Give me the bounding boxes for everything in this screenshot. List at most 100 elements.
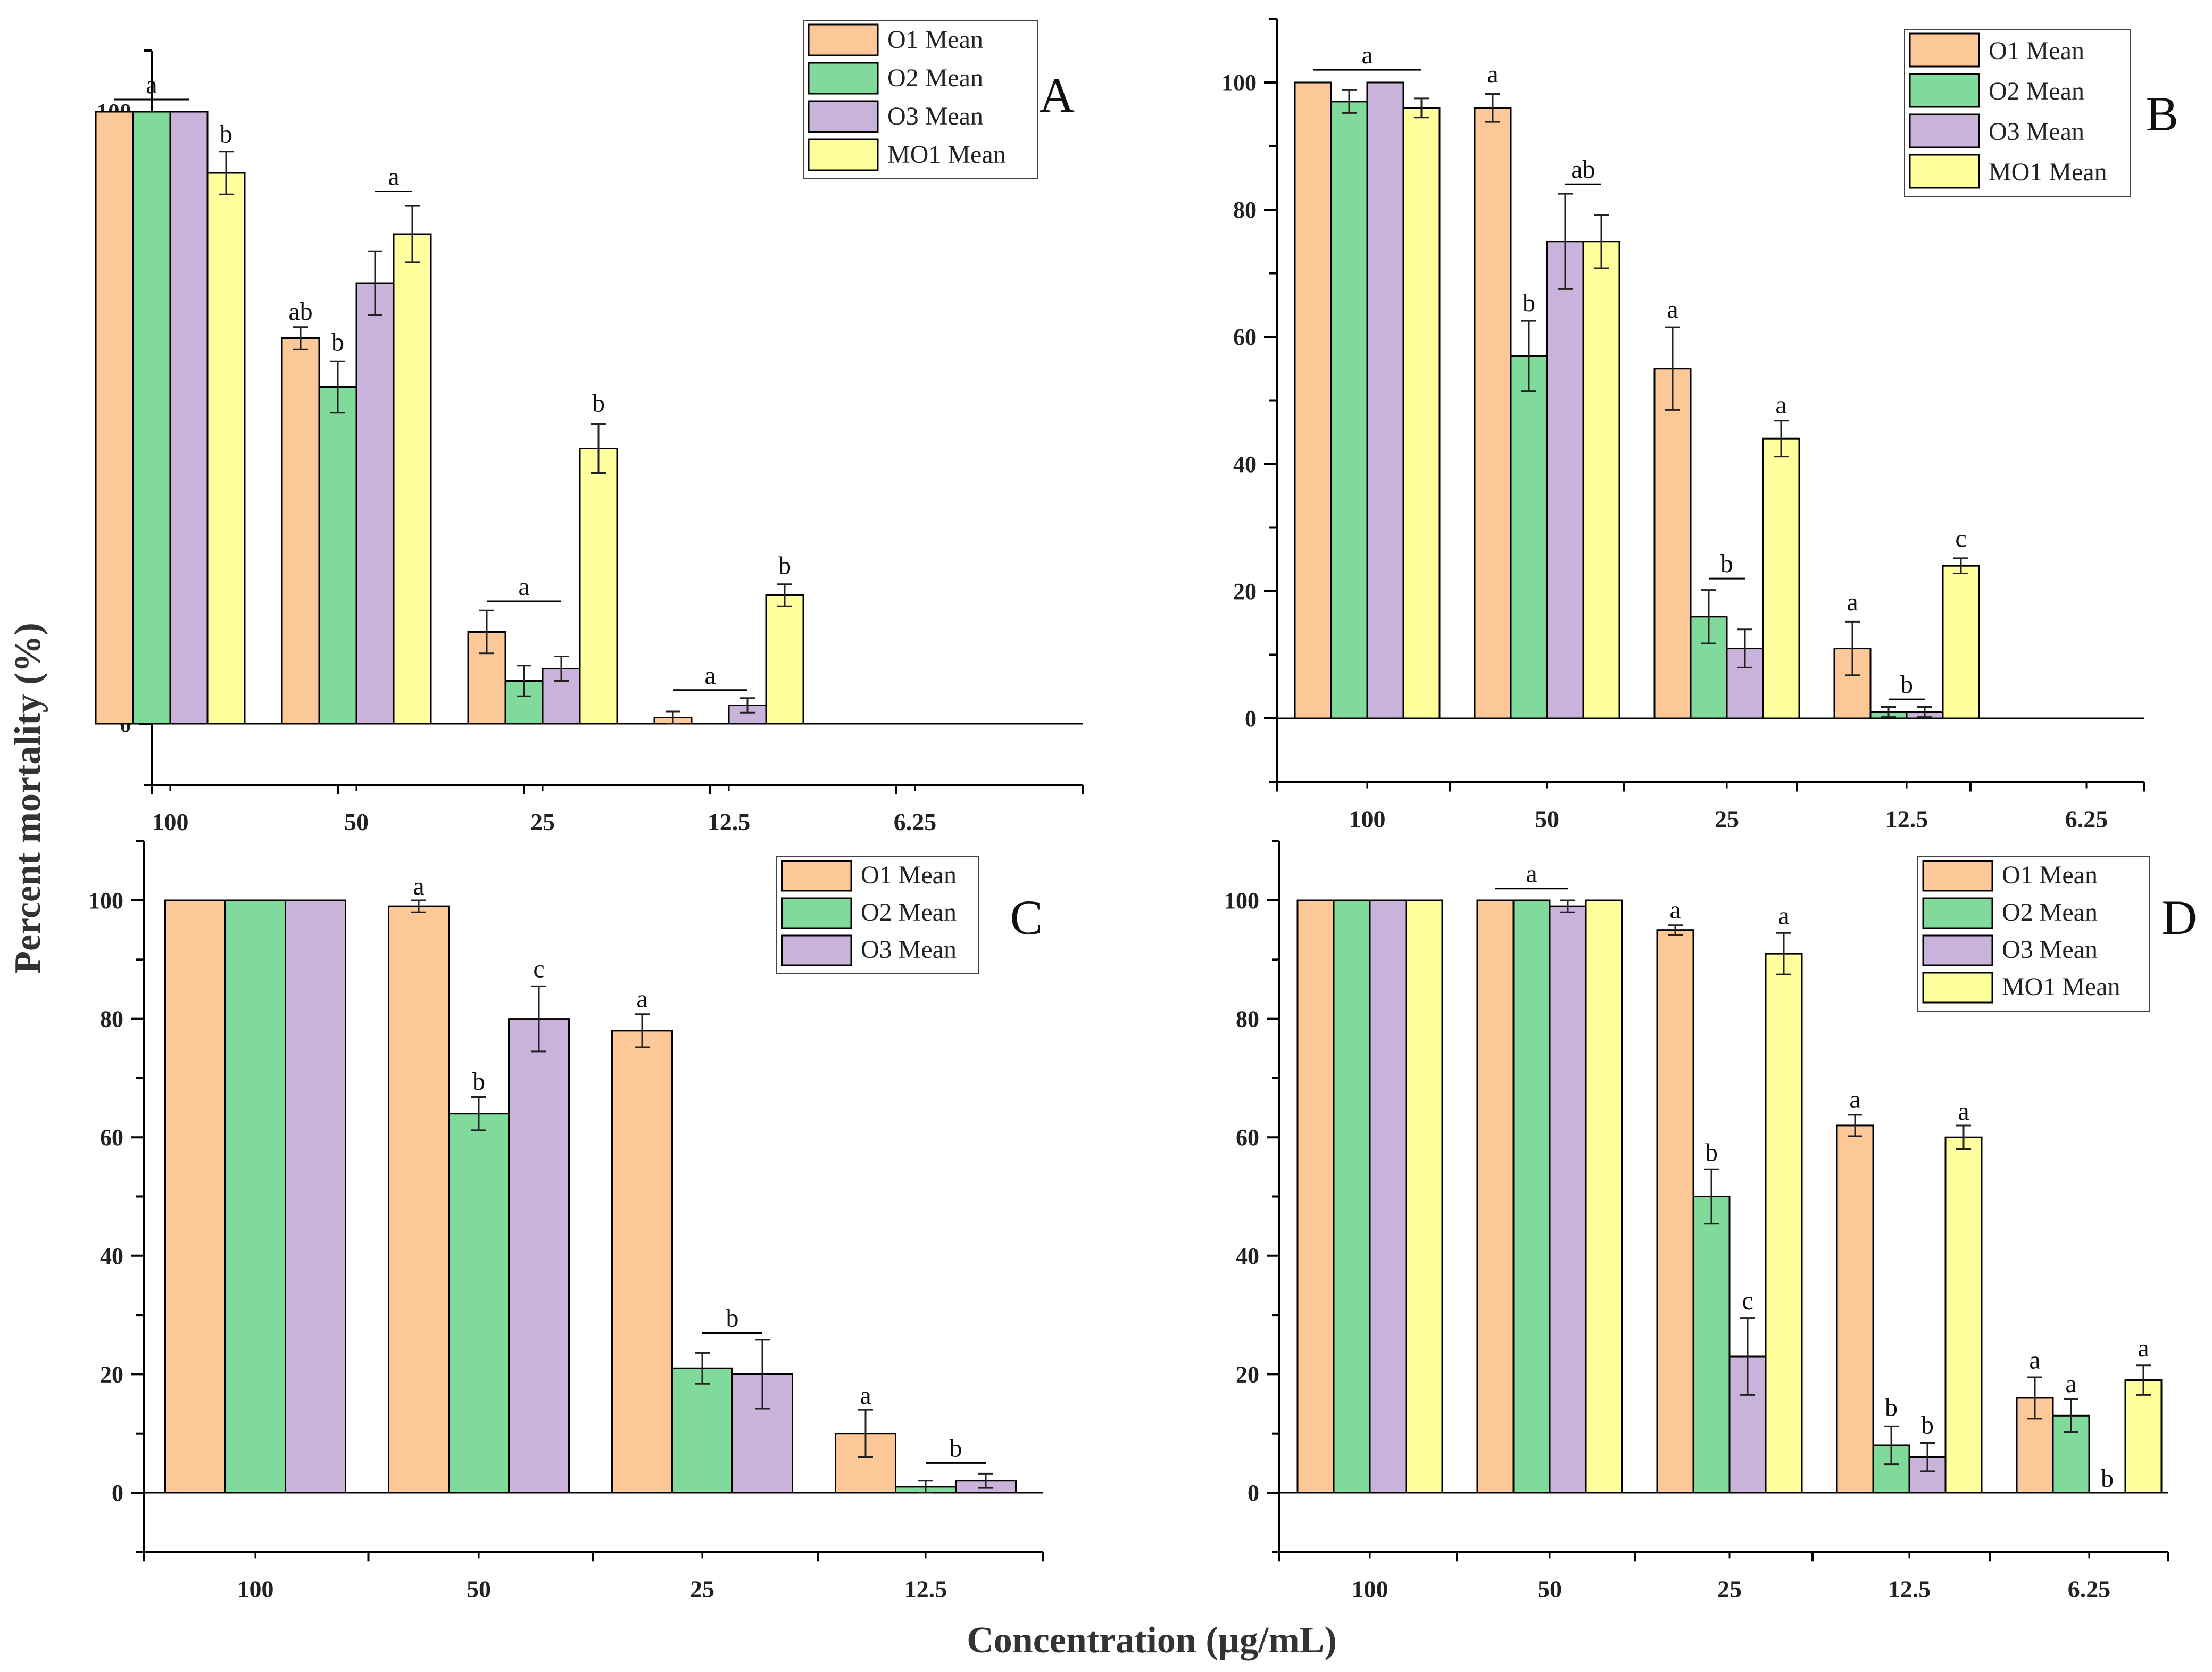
y-tick-label: 80: [1236, 1006, 1259, 1032]
bar-D-o1-mean-50: [1476, 899, 1515, 1494]
bar-C-o1-mean-12.5: [835, 1433, 896, 1494]
legend-A: O1 Mean O2 Mean O3 Mean MO1 Mean: [803, 20, 1038, 179]
significance-letter: ab: [1571, 155, 1595, 184]
y-tick-label: 40: [1236, 1243, 1259, 1269]
bar-B-o2-mean-50: [1510, 355, 1548, 719]
bar-A-mo1-mean-100: [206, 172, 246, 725]
y-tick-label: 100: [1224, 888, 1259, 914]
y-tick-label: 100: [88, 888, 123, 914]
bar-D-o3-mean-12.5: [1908, 1456, 1947, 1494]
significance-letter: c: [1955, 524, 1966, 552]
legend-label: O2 Mean: [861, 898, 957, 926]
significance-letter: a: [1669, 896, 1681, 924]
bar-A-o3-mean-50: [355, 282, 395, 725]
significance-letter: a: [1847, 588, 1858, 616]
bar-A-mo1-mean-12.5: [765, 594, 804, 725]
bar-B-o1-mean-50: [1474, 107, 1512, 719]
y-tick-label: 0: [1245, 706, 1257, 732]
panel-label-B: B: [2146, 87, 2178, 141]
legend-C: O1 Mean O2 Mean O3 Mean: [776, 856, 979, 974]
bar-B-mo1-mean-50: [1582, 241, 1620, 719]
legend-label: MO1 Mean: [887, 140, 1006, 169]
bar-C-o1-mean-25: [611, 1030, 673, 1494]
bar-A-o2-mean-100: [132, 111, 171, 725]
legend-swatch: [808, 62, 879, 95]
legend-label: O3 Mean: [887, 102, 983, 130]
significance-letter: b: [220, 120, 232, 148]
x-tick-label: 25: [1715, 806, 1739, 833]
x-tick-label: 12.5: [1888, 1575, 1931, 1602]
legend-swatch: [1922, 972, 1993, 1004]
legend-swatch: [808, 138, 879, 171]
significance-letter: a: [1958, 1097, 1969, 1125]
y-tick-label: 20: [100, 1361, 123, 1387]
significance-letter: a: [1487, 60, 1498, 88]
legend-label: O1 Mean: [861, 861, 957, 889]
panel-label-A: A: [1040, 68, 1075, 122]
bar-B-o3-mean-100: [1366, 81, 1404, 719]
legend-D: O1 Mean O2 Mean O3 Mean MO1 Mean: [1917, 856, 2150, 1012]
legend-label: O1 Mean: [1989, 37, 2084, 65]
bar-D-o3-mean-50: [1549, 905, 1587, 1494]
bar-D-mo1-mean-6.25: [2124, 1379, 2163, 1494]
y-tick-label: 0: [1248, 1480, 1259, 1506]
x-tick-label: 50: [1535, 806, 1559, 833]
legend-swatch: [1922, 860, 1993, 892]
legend-swatch: [781, 860, 852, 892]
legend-B: O1 Mean O2 Mean O3 Mean MO1 Mean: [1904, 29, 2131, 197]
significance-letter: b: [472, 1067, 485, 1096]
panel-A: 020406080100100502512.56.25ababbaababO1 …: [95, 20, 1084, 835]
bar-A-o2-mean-50: [318, 386, 357, 725]
x-tick-label: 12.5: [904, 1575, 947, 1602]
bar-A-o3-mean-100: [169, 111, 209, 725]
legend-swatch: [1922, 897, 1993, 929]
panel-label-C: C: [1010, 890, 1043, 945]
bar-D-o3-mean-100: [1369, 899, 1407, 1494]
y-tick-label: 60: [1233, 324, 1257, 350]
legend-swatch: [1909, 113, 1980, 148]
legend-swatch: [1922, 934, 1993, 966]
legend-label: O3 Mean: [861, 936, 957, 964]
legend-label: MO1 Mean: [1989, 158, 2107, 186]
bar-B-o3-mean-50: [1546, 241, 1584, 719]
bar-A-o1-mean-100: [95, 111, 134, 725]
significance-letter: a: [704, 661, 716, 690]
significance-letter: a: [1849, 1086, 1860, 1114]
y-tick-label: 20: [1233, 578, 1257, 605]
bar-D-o2-mean-100: [1333, 899, 1371, 1494]
significance-letter: a: [388, 163, 399, 191]
legend-swatch: [1909, 73, 1980, 108]
significance-letter: b: [1900, 671, 1913, 699]
significance-letter: c: [533, 955, 544, 983]
bar-C-o1-mean-50: [388, 905, 450, 1494]
bar-C-o1-mean-100: [164, 899, 226, 1494]
significance-letter: a: [2029, 1346, 2040, 1374]
significance-letter: a: [1667, 295, 1678, 324]
y-tick-label: 40: [1233, 451, 1257, 477]
bar-A-mo1-mean-50: [393, 233, 432, 725]
bar-D-mo1-mean-12.5: [1944, 1136, 1983, 1494]
y-tick-label: 80: [1233, 197, 1257, 223]
x-tick-label: 6.25: [2068, 1575, 2111, 1602]
x-tick-label: 100: [152, 808, 189, 835]
x-tick-label: 50: [344, 808, 369, 835]
legend-label: O1 Mean: [887, 26, 983, 54]
significance-letter: a: [2065, 1370, 2076, 1398]
x-tick-label: 6.25: [2065, 806, 2108, 833]
y-tick-label: 80: [100, 1006, 123, 1032]
y-tick-label: 100: [1221, 70, 1257, 96]
x-tick-label: 25: [530, 808, 555, 835]
bar-A-mo1-mean-25: [579, 448, 618, 725]
legend-label: O2 Mean: [887, 64, 983, 92]
bar-D-o2-mean-25: [1692, 1196, 1731, 1494]
significance-letter: a: [636, 984, 647, 1013]
legend-label: O2 Mean: [1989, 77, 2084, 105]
y-tick-label: 40: [100, 1243, 123, 1269]
x-tick-label: 12.5: [1885, 806, 1928, 833]
bar-B-o2-mean-100: [1330, 101, 1368, 719]
significance-letter: b: [1921, 1411, 1934, 1439]
bar-D-o1-mean-25: [1656, 929, 1694, 1494]
y-tick-label: 60: [100, 1124, 123, 1150]
significance-letter: a: [146, 71, 157, 99]
